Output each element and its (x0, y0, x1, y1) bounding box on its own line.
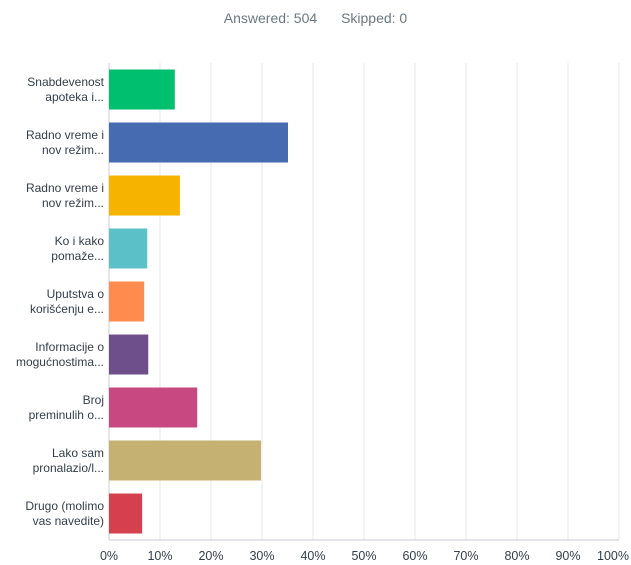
response-summary: Answered: 504 Skipped: 0 (0, 10, 631, 26)
x-tick-label: 40% (300, 549, 325, 563)
category-label-1-line-2: apoteka i... (45, 90, 104, 104)
bar-1 (109, 69, 175, 110)
category-label-4-line-1: Ko i kako (55, 234, 105, 248)
bar-8 (109, 440, 261, 481)
x-tick-label: 100% (597, 549, 629, 563)
x-tick-label: 20% (198, 549, 223, 563)
answered-count: Answered: 504 (223, 10, 318, 26)
bar-2 (109, 122, 289, 163)
category-label-2-line-2: nov režim... (42, 143, 104, 157)
bar-4 (109, 228, 148, 269)
x-tick-label: 80% (504, 549, 529, 563)
bar-6 (109, 334, 149, 375)
x-tick-label: 30% (249, 549, 274, 563)
x-tick-label: 50% (351, 549, 376, 563)
x-tick-label: 10% (147, 549, 172, 563)
category-label-3-line-1: Radno vreme i (26, 181, 104, 195)
category-label-7-line-1: Broj (83, 393, 104, 407)
category-label-9-line-1: Drugo (molimo (25, 499, 104, 513)
x-tick-label: 60% (402, 549, 427, 563)
bar-3 (109, 175, 180, 216)
x-tick-label: 0% (100, 549, 118, 563)
skipped-count: Skipped: 0 (341, 10, 408, 26)
bar-7 (109, 387, 198, 428)
x-tick-label: 90% (555, 549, 580, 563)
category-label-5-line-2: korišćenju e... (30, 302, 104, 316)
category-label-3-line-2: nov režim... (42, 196, 104, 210)
category-label-6-line-2: mogućnostima... (16, 355, 104, 369)
category-label-6-line-1: Informacije o (35, 340, 104, 354)
category-label-5-line-1: Uputstva o (47, 287, 105, 301)
bar-5 (109, 281, 145, 322)
category-label-8-line-1: Lako sam (52, 446, 104, 460)
category-label-8-line-2: pronalazio/l... (33, 461, 104, 475)
category-label-2-line-1: Radno vreme i (26, 128, 104, 142)
bar-9 (109, 493, 143, 534)
category-label-4-line-2: pomaže... (51, 249, 104, 263)
x-tick-label: 70% (453, 549, 478, 563)
category-label-1-line-1: Snabdevenost (27, 75, 104, 89)
category-label-7-line-2: preminulih o... (29, 408, 104, 422)
category-label-9-line-2: vas navedite) (33, 514, 104, 528)
